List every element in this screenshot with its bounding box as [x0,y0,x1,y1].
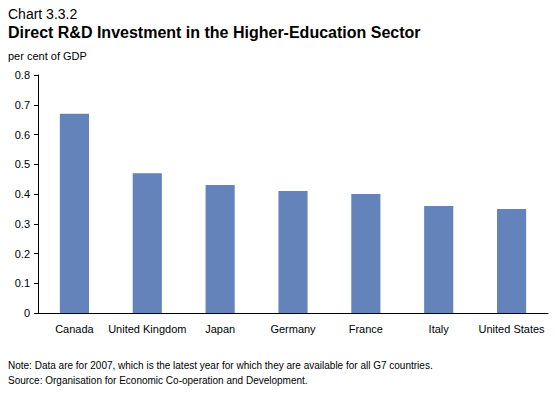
svg-text:Note: Data are for 2007, which: Note: Data are for 2007, which is the la… [8,360,433,371]
svg-text:0.6: 0.6 [15,129,30,141]
svg-text:Japan: Japan [205,323,235,335]
svg-text:0.4: 0.4 [15,188,30,200]
svg-text:Canada: Canada [55,323,94,335]
svg-text:0.1: 0.1 [15,277,30,289]
svg-text:0.8: 0.8 [15,69,30,81]
svg-text:0.3: 0.3 [15,218,30,230]
svg-text:United Kingdom: United Kingdom [108,323,186,335]
svg-text:Source: Organisation for Econo: Source: Organisation for Economic Co-ope… [8,375,308,386]
svg-text:United States: United States [479,323,546,335]
svg-text:0: 0 [24,307,30,319]
svg-text:France: France [349,323,383,335]
svg-text:0.2: 0.2 [15,248,30,260]
svg-text:0.5: 0.5 [15,158,30,170]
svg-text:Italy: Italy [429,323,450,335]
svg-text:Chart 3.3.2: Chart 3.3.2 [8,6,77,22]
svg-text:0.7: 0.7 [15,99,30,111]
svg-text:Direct R&D Investment in the H: Direct R&D Investment in the Higher-Educ… [8,24,421,41]
svg-text:per cent of GDP: per cent of GDP [8,50,87,62]
svg-text:Germany: Germany [270,323,316,335]
